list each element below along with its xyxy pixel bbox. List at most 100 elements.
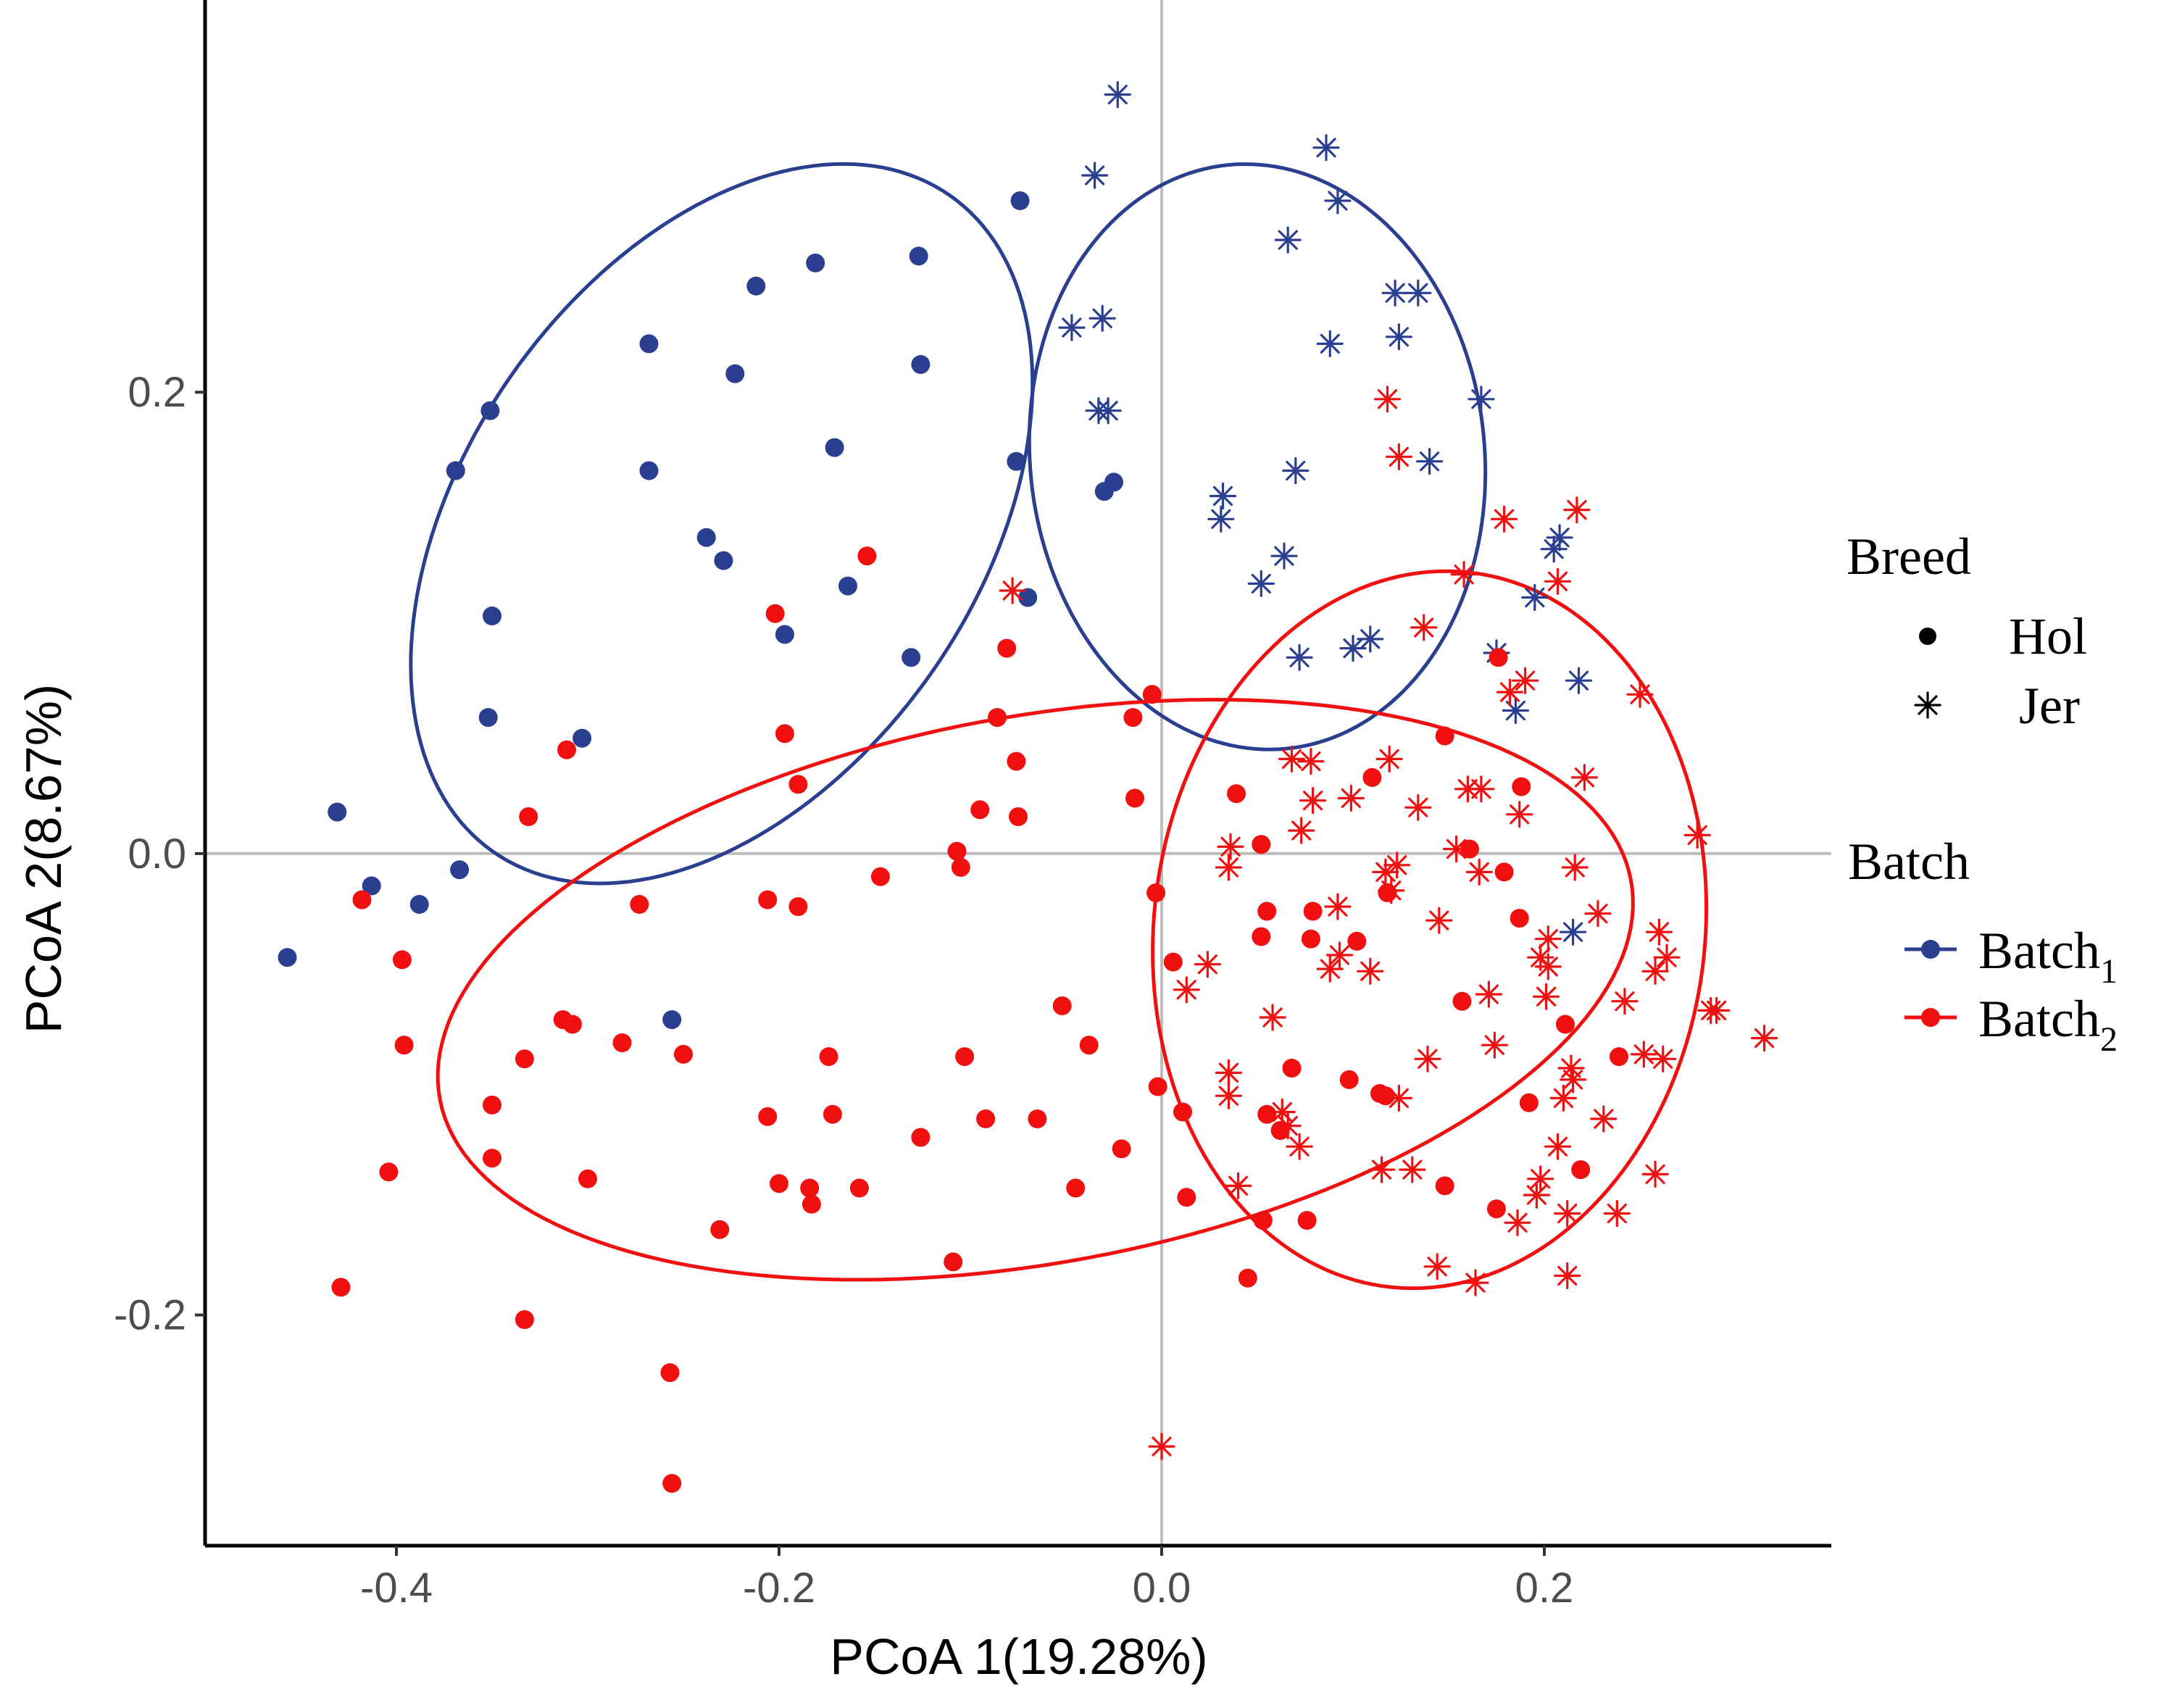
asterisk-stroke (1389, 327, 1410, 347)
data-point (630, 895, 649, 914)
data-point (450, 860, 470, 880)
legend-color-entry-batch1: Batch1 (1904, 922, 2118, 991)
data-point (1299, 787, 1327, 815)
legend-label-batch2-text: Batch (1978, 990, 2100, 1048)
data-point (1467, 386, 1495, 413)
asterisk-stroke (1563, 1070, 1583, 1090)
ellipses (409, 162, 1709, 1291)
asterisk-stroke (1505, 700, 1525, 721)
data-point (1282, 1059, 1302, 1078)
ellipse-batch1-jer (1027, 162, 1488, 751)
data-point (1324, 893, 1352, 920)
data-point (557, 740, 576, 759)
data-point (1554, 1199, 1581, 1228)
data-point (1491, 505, 1518, 533)
asterisk-stroke (1484, 1035, 1504, 1055)
asterisk-stroke (1408, 797, 1428, 817)
data-point (1052, 996, 1072, 1015)
asterisk-stroke (1278, 230, 1298, 250)
asterisk-stroke (1547, 571, 1568, 591)
data-point (1563, 496, 1591, 524)
asterisk-stroke (1360, 961, 1381, 981)
data-point (1224, 1172, 1252, 1200)
asterisk-stroke (1499, 682, 1520, 702)
data-point (788, 775, 808, 794)
data-point (639, 334, 659, 354)
data-point (1467, 775, 1495, 803)
legend-shape-label-jer: Jer (2019, 677, 2080, 735)
data-point (1173, 976, 1200, 1004)
data-point (1423, 1253, 1451, 1280)
data-point (480, 401, 500, 420)
data-point (1018, 588, 1038, 607)
asterisk-stroke (1547, 1136, 1568, 1157)
reference-lines (205, 0, 1831, 1546)
data-point (1523, 1181, 1550, 1209)
x-tick-label: -0.4 (360, 1565, 433, 1612)
asterisk-stroke (1218, 1086, 1239, 1106)
data-point (951, 858, 970, 877)
data-point (1274, 226, 1302, 254)
data-point (1125, 788, 1144, 808)
asterisk-stroke (1328, 896, 1348, 917)
data-point (1297, 1211, 1317, 1230)
asterisk-stroke (1389, 1088, 1410, 1109)
data-point (1215, 854, 1243, 881)
data-point (746, 276, 766, 296)
data-point (1751, 1024, 1778, 1052)
data-point (1010, 191, 1030, 210)
series-batch2-jer (999, 386, 1778, 1460)
data-point (1324, 187, 1352, 214)
y-tick-label: 0.2 (128, 369, 186, 416)
asterisk-stroke (1343, 638, 1363, 659)
asterisk-stroke (1478, 984, 1499, 1004)
asterisk-stroke (1218, 857, 1239, 878)
data-point (483, 1149, 501, 1168)
data-point (710, 1220, 730, 1239)
asterisk-stroke (1176, 980, 1196, 1000)
data-point (1009, 807, 1028, 826)
asterisk-stroke (1272, 1101, 1292, 1122)
data-point (1610, 1047, 1628, 1067)
asterisk-stroke (1465, 1272, 1486, 1293)
data-point (1286, 643, 1313, 671)
data-point (1649, 1045, 1677, 1072)
data-point (1301, 929, 1320, 949)
data-point (1252, 927, 1271, 946)
data-point (1450, 561, 1478, 588)
data-point (1148, 1077, 1167, 1096)
asterisk-stroke (1379, 749, 1399, 770)
data-point (1148, 1433, 1175, 1460)
asterisk-stroke (1377, 389, 1398, 409)
data-point (1512, 667, 1539, 694)
data-point (1257, 901, 1277, 921)
data-point (674, 1044, 693, 1064)
asterisk-stroke (1427, 1257, 1447, 1277)
data-point (849, 1178, 869, 1198)
asterisk-stroke (1531, 1169, 1551, 1189)
data-point (1378, 877, 1405, 904)
asterisk-stroke (1557, 1265, 1578, 1286)
asterisk-stroke (1389, 446, 1410, 467)
data-point (1641, 957, 1669, 985)
data-point (988, 708, 1007, 728)
data-point (1297, 747, 1325, 775)
data-point (1534, 953, 1562, 980)
legend-shape-entry-jer: Jer (1914, 677, 2080, 735)
data-point (1303, 901, 1323, 921)
data-point (515, 1049, 534, 1069)
asterisk-stroke (1328, 191, 1348, 211)
legend-shape-title: Breed (1847, 528, 1971, 586)
data-point (696, 528, 716, 547)
data-point (1385, 443, 1413, 470)
asterisk-stroke (1657, 947, 1677, 967)
data-point (1683, 821, 1711, 849)
asterisk-stroke (1289, 647, 1310, 667)
asterisk-stroke (1098, 401, 1118, 421)
asterisk-stroke (1429, 910, 1449, 930)
data-point (997, 638, 1017, 658)
data-point (1554, 1262, 1581, 1290)
data-point (1357, 957, 1384, 985)
data-point (838, 576, 857, 596)
